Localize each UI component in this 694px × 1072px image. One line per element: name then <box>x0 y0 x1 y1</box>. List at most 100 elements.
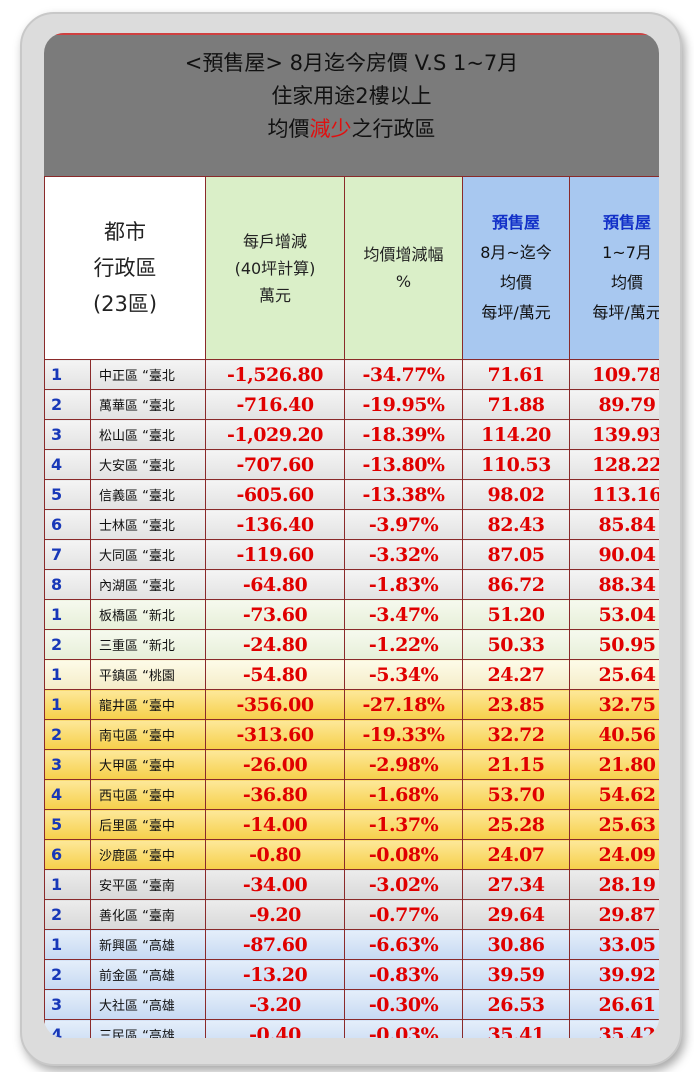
change-pct-cell: -3.97% <box>344 509 464 540</box>
table-row: 4 三民區 “高雄 -0.40 -0.03% 35.41 35.42 <box>44 1019 659 1038</box>
change-pct-cell: -3.32% <box>344 539 464 570</box>
table-row: 1 龍井區 “臺中 -356.00 -27.18% 23.85 32.75 <box>44 689 659 720</box>
aug-price-cell: 23.85 <box>462 689 571 720</box>
row-index-cell: 4 <box>44 449 91 480</box>
table-row: 4 大安區 “臺北 -707.60 -13.80% 110.53 128.22 <box>44 449 659 480</box>
table-row: 2 萬華區 “臺北 -716.40 -19.95% 71.88 89.79 <box>44 389 659 420</box>
change-per-unit-cell: -3.20 <box>205 989 346 1020</box>
district-name-cell: 西屯區 “臺中 <box>89 779 207 810</box>
change-pct-cell: -3.47% <box>344 599 464 630</box>
jan-jul-price-cell: 39.92 <box>569 959 659 990</box>
header-aug-price: 預售屋 8月~迄今 均價 每坪/萬元 <box>462 176 571 360</box>
change-pct-cell: -2.98% <box>344 749 464 780</box>
change-pct-cell: -6.63% <box>344 929 464 960</box>
aug-price-cell: 24.27 <box>462 659 571 690</box>
row-index-cell: 1 <box>44 599 91 630</box>
header-change-per-unit: 每戶增減 (40坪計算) 萬元 <box>205 176 346 360</box>
change-per-unit-cell: -313.60 <box>205 719 346 750</box>
aug-price-cell: 50.33 <box>462 629 571 660</box>
jan-jul-price-cell: 40.56 <box>569 719 659 750</box>
table-row: 2 前金區 “高雄 -13.20 -0.83% 39.59 39.92 <box>44 959 659 990</box>
row-index-cell: 2 <box>44 389 91 420</box>
aug-price-cell: 29.64 <box>462 899 571 930</box>
row-index-cell: 4 <box>44 779 91 810</box>
district-name-cell: 大甲區 “臺中 <box>89 749 207 780</box>
row-index-cell: 3 <box>44 989 91 1020</box>
change-per-unit-cell: -64.80 <box>205 569 346 600</box>
jan-jul-price-cell: 53.04 <box>569 599 659 630</box>
title-line-3: 均價減少之行政區 <box>267 117 436 141</box>
district-name-cell: 龍井區 “臺中 <box>89 689 207 720</box>
table-row: 8 內湖區 “臺北 -64.80 -1.83% 86.72 88.34 <box>44 569 659 600</box>
row-index-cell: 6 <box>44 509 91 540</box>
change-per-unit-cell: -1,526.80 <box>205 359 346 390</box>
table-row: 2 三重區 “新北 -24.80 -1.22% 50.33 50.95 <box>44 629 659 660</box>
table-row: 5 信義區 “臺北 -605.60 -13.38% 98.02 113.16 <box>44 479 659 510</box>
aug-price-cell: 35.41 <box>462 1019 571 1038</box>
change-pct-cell: -34.77% <box>344 359 464 390</box>
aug-price-cell: 87.05 <box>462 539 571 570</box>
title-highlight: 減少 <box>309 117 352 141</box>
aug-price-cell: 39.59 <box>462 959 571 990</box>
change-per-unit-cell: -356.00 <box>205 689 346 720</box>
change-pct-cell: -1.83% <box>344 569 464 600</box>
table-row: 3 大甲區 “臺中 -26.00 -2.98% 21.15 21.80 <box>44 749 659 780</box>
district-name-cell: 新興區 “高雄 <box>89 929 207 960</box>
change-pct-cell: -0.30% <box>344 989 464 1020</box>
change-per-unit-cell: -13.20 <box>205 959 346 990</box>
change-pct-cell: -27.18% <box>344 689 464 720</box>
table-row: 3 大社區 “高雄 -3.20 -0.30% 26.53 26.61 <box>44 989 659 1020</box>
table-row: 6 沙鹿區 “臺中 -0.80 -0.08% 24.07 24.09 <box>44 839 659 870</box>
change-per-unit-cell: -34.00 <box>205 869 346 900</box>
table-title: <預售屋> 8月迄今房價 V.S 1~7月 住家用途2樓以上 均價減少之行政區 <box>44 33 659 176</box>
aug-price-cell: 21.15 <box>462 749 571 780</box>
table-row: 1 中正區 “臺北 -1,526.80 -34.77% 71.61 109.78 <box>44 359 659 390</box>
jan-jul-price-cell: 88.34 <box>569 569 659 600</box>
jan-jul-price-cell: 35.42 <box>569 1019 659 1038</box>
jan-jul-price-cell: 32.75 <box>569 689 659 720</box>
district-name-cell: 三民區 “高雄 <box>89 1019 207 1038</box>
jan-jul-price-cell: 28.19 <box>569 869 659 900</box>
jan-jul-price-cell: 26.61 <box>569 989 659 1020</box>
district-name-cell: 三重區 “新北 <box>89 629 207 660</box>
jan-jul-price-cell: 24.09 <box>569 839 659 870</box>
aug-price-cell: 51.20 <box>462 599 571 630</box>
header-region: 都市 行政區 (23區) <box>44 176 207 360</box>
change-pct-cell: -19.33% <box>344 719 464 750</box>
aug-price-cell: 53.70 <box>462 779 571 810</box>
table-row: 7 大同區 “臺北 -119.60 -3.32% 87.05 90.04 <box>44 539 659 570</box>
jan-jul-price-cell: 89.79 <box>569 389 659 420</box>
jan-jul-price-cell: 90.04 <box>569 539 659 570</box>
row-index-cell: 3 <box>44 749 91 780</box>
table-row: 1 板橋區 “新北 -73.60 -3.47% 51.20 53.04 <box>44 599 659 630</box>
change-per-unit-cell: -707.60 <box>205 449 346 480</box>
jan-jul-price-cell: 50.95 <box>569 629 659 660</box>
change-pct-cell: -0.08% <box>344 839 464 870</box>
jan-jul-price-cell: 33.05 <box>569 929 659 960</box>
title-line-1: <預售屋> 8月迄今房價 V.S 1~7月 <box>184 51 519 75</box>
change-pct-cell: -0.77% <box>344 899 464 930</box>
change-pct-cell: -1.37% <box>344 809 464 840</box>
district-name-cell: 信義區 “臺北 <box>89 479 207 510</box>
change-per-unit-cell: -14.00 <box>205 809 346 840</box>
row-index-cell: 2 <box>44 719 91 750</box>
change-pct-cell: -0.83% <box>344 959 464 990</box>
change-pct-cell: -1.22% <box>344 629 464 660</box>
row-index-cell: 1 <box>44 659 91 690</box>
district-name-cell: 萬華區 “臺北 <box>89 389 207 420</box>
aug-price-cell: 86.72 <box>462 569 571 600</box>
jan-jul-price-cell: 25.64 <box>569 659 659 690</box>
row-index-cell: 6 <box>44 839 91 870</box>
row-index-cell: 5 <box>44 479 91 510</box>
change-per-unit-cell: -54.80 <box>205 659 346 690</box>
table-row: 4 西屯區 “臺中 -36.80 -1.68% 53.70 54.62 <box>44 779 659 810</box>
aug-price-cell: 110.53 <box>462 449 571 480</box>
district-name-cell: 板橋區 “新北 <box>89 599 207 630</box>
change-pct-cell: -5.34% <box>344 659 464 690</box>
change-per-unit-cell: -0.40 <box>205 1019 346 1038</box>
jan-jul-price-cell: 21.80 <box>569 749 659 780</box>
aug-price-cell: 98.02 <box>462 479 571 510</box>
change-pct-cell: -13.38% <box>344 479 464 510</box>
row-index-cell: 3 <box>44 419 91 450</box>
change-per-unit-cell: -87.60 <box>205 929 346 960</box>
